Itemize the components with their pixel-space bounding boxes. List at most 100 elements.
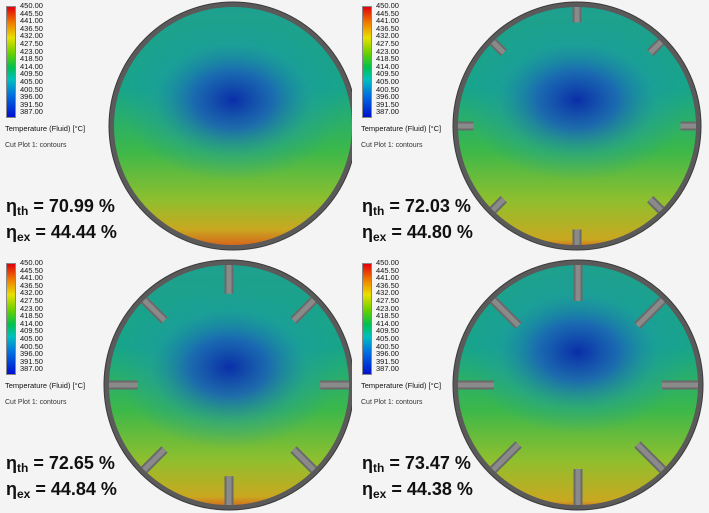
contour-plot xyxy=(452,1,702,251)
colorbar-tick: 391.50 xyxy=(20,356,43,366)
legend-title: Temperature (Fluid) [°C] xyxy=(5,381,86,390)
colorbar-tick: 450.00 xyxy=(20,258,43,267)
contour-panel-3: 450.00 445.50 441.00 436.50 432.00 427.50 423.… xyxy=(0,257,352,513)
colorbar-tick: 432.00 xyxy=(376,31,399,41)
fin-face xyxy=(635,442,665,472)
colorbar-tick: 427.50 xyxy=(20,39,43,48)
fin-face xyxy=(291,298,316,323)
colorbar-tick: 405.00 xyxy=(376,77,399,86)
colorbar-tick: 445.50 xyxy=(20,265,43,275)
colorbar-tick: 414.00 xyxy=(376,318,399,328)
colorbar-tick: 436.50 xyxy=(376,280,399,290)
colorbar-tick: 387.00 xyxy=(20,107,43,117)
colorbar xyxy=(362,263,372,375)
thermal-efficiency: ηth = 72.03 % xyxy=(362,196,471,218)
colorbar-tick: 400.50 xyxy=(20,341,43,351)
th-subscript: th xyxy=(373,461,385,475)
eta-th-value: 72.65 xyxy=(48,453,94,473)
colorbar-tick: 400.50 xyxy=(376,84,399,94)
exergy-efficiency: ηex = 44.44 % xyxy=(6,222,117,244)
colorbar xyxy=(6,263,16,375)
colorbar-tick: 423.00 xyxy=(376,46,399,56)
colorbar-tick: 445.50 xyxy=(376,8,399,18)
th-subscript: th xyxy=(17,461,29,475)
fin-face xyxy=(491,40,506,55)
colorbar-tick: 418.50 xyxy=(376,311,399,321)
colorbar xyxy=(6,6,16,118)
colorbar-tick: 405.00 xyxy=(20,77,43,86)
colorbar-ticks: 450.00 445.50 441.00 436.50 432.00 427.50 423.… xyxy=(376,259,436,379)
colorbar-tick: 427.50 xyxy=(376,296,399,305)
colorbar-tick: 409.50 xyxy=(20,69,43,79)
eta-symbol: η xyxy=(362,453,373,473)
colorbar-ticks: 450.00 445.50 441.00 436.50 432.00 427.50 423.… xyxy=(20,2,80,122)
eta-ex-value: 44.80 xyxy=(406,222,452,242)
colorbar-tick: 391.50 xyxy=(376,99,399,109)
colorbar-tick: 450.00 xyxy=(376,258,399,267)
colorbar-tick: 400.50 xyxy=(20,84,43,94)
eta-symbol: η xyxy=(6,453,17,473)
cut-plot-label: Cut Plot 1: contours xyxy=(5,399,67,406)
cut-plot-label: Cut Plot 1: contours xyxy=(361,399,423,406)
colorbar-tick: 396.00 xyxy=(20,92,43,102)
colorbar xyxy=(362,6,372,118)
contour-panel-1: 450.00 445.50 441.00 436.50 432.00 427.50 423.… xyxy=(0,0,352,253)
legend-title: Temperature (Fluid) [°C] xyxy=(361,381,442,390)
colorbar-tick: 409.50 xyxy=(376,69,399,79)
thermal-efficiency: ηth = 72.65 % xyxy=(6,453,115,475)
colorbar-tick: 445.50 xyxy=(376,265,399,275)
colorbar-tick: 387.00 xyxy=(376,107,399,117)
exergy-efficiency: ηex = 44.80 % xyxy=(362,222,473,244)
colorbar-ticks: 450.00 445.50 441.00 436.50 432.00 427.50 423.… xyxy=(376,2,436,122)
colorbar-tick: 445.50 xyxy=(20,8,43,18)
colorbar-tick: 432.00 xyxy=(20,288,43,298)
colorbar-tick: 418.50 xyxy=(20,54,43,64)
colorbar-tick: 391.50 xyxy=(20,99,43,109)
ex-subscript: ex xyxy=(373,230,387,244)
eta-symbol: η xyxy=(6,479,17,499)
colorbar-tick: 400.50 xyxy=(376,341,399,351)
colorbar-tick: 423.00 xyxy=(376,303,399,313)
eta-symbol: η xyxy=(6,222,17,242)
fin-face xyxy=(142,298,167,323)
colorbar-tick: 441.00 xyxy=(20,273,43,283)
fin-face xyxy=(291,447,316,472)
ex-subscript: ex xyxy=(17,230,31,244)
colorbar-tick: 432.00 xyxy=(376,288,399,298)
cold-zone xyxy=(114,7,352,245)
colorbar-tick: 432.00 xyxy=(20,31,43,41)
colorbar-tick: 436.50 xyxy=(20,280,43,290)
contour-plot xyxy=(452,259,704,511)
eta-th-value: 73.47 xyxy=(404,453,450,473)
eta-symbol: η xyxy=(362,222,373,242)
cut-plot-label: Cut Plot 1: contours xyxy=(5,142,67,149)
colorbar-tick: 414.00 xyxy=(20,61,43,71)
colorbar-tick: 441.00 xyxy=(376,16,399,26)
colorbar-tick: 427.50 xyxy=(20,296,43,305)
ex-subscript: ex xyxy=(373,487,387,501)
colorbar-tick: 396.00 xyxy=(376,92,399,102)
th-subscript: th xyxy=(373,204,385,218)
fin-face xyxy=(635,298,665,328)
eta-symbol: η xyxy=(362,196,373,216)
legend-title: Temperature (Fluid) [°C] xyxy=(5,124,86,133)
legend-title: Temperature (Fluid) [°C] xyxy=(361,124,442,133)
contour-panel-2: 450.00 445.50 441.00 436.50 432.00 427.50 423.… xyxy=(356,0,709,253)
colorbar-tick: 441.00 xyxy=(20,16,43,26)
colorbar-tick: 423.00 xyxy=(20,46,43,56)
colorbar-tick: 450.00 xyxy=(20,1,43,10)
fin-face xyxy=(491,442,521,472)
colorbar-tick: 409.50 xyxy=(20,326,43,336)
colorbar-ticks: 450.00 445.50 441.00 436.50 432.00 427.50 423.… xyxy=(20,259,80,379)
colorbar-tick: 387.00 xyxy=(20,364,43,374)
exergy-efficiency: ηex = 44.84 % xyxy=(6,479,117,501)
eta-ex-value: 44.44 xyxy=(50,222,96,242)
fin-face xyxy=(648,40,663,55)
fin-face xyxy=(491,197,506,212)
eta-symbol: η xyxy=(362,479,373,499)
colorbar-tick: 436.50 xyxy=(20,23,43,33)
fin-face xyxy=(648,197,663,212)
eta-th-value: 70.99 xyxy=(48,196,94,216)
eta-ex-value: 44.38 xyxy=(406,479,452,499)
